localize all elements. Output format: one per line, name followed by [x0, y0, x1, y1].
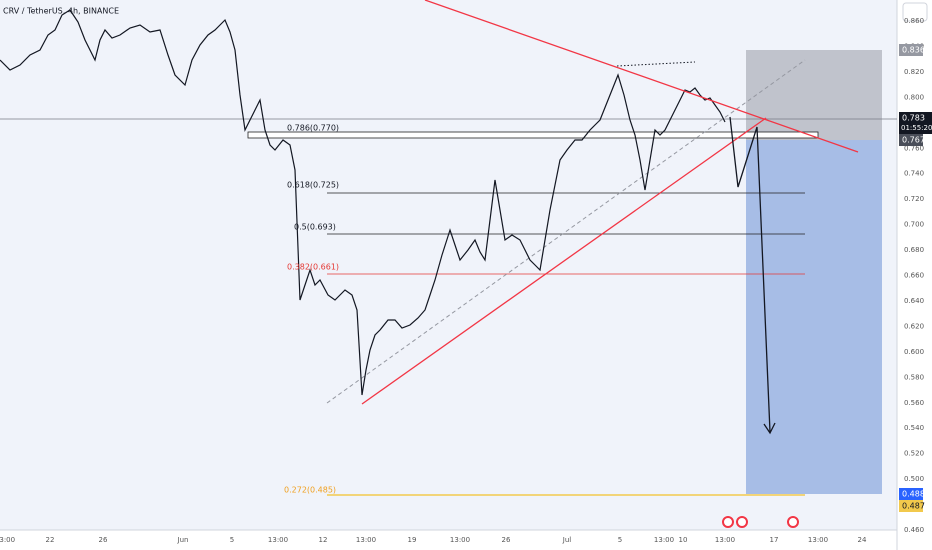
- time-axis-label: 13:00: [268, 536, 288, 544]
- time-axis-label: 13:00: [450, 536, 470, 544]
- time-axis-bg: [0, 530, 897, 550]
- axis-button[interactable]: [902, 2, 928, 22]
- price-axis-label: 0.800: [904, 93, 924, 101]
- countdown: 01:55:20: [901, 124, 932, 132]
- trend-line: [424, 0, 859, 153]
- price-series: [0, 9, 726, 396]
- target-zone: [746, 140, 882, 494]
- symbol-header: CRV / TetherUS, 4h, BINANCE: [3, 7, 119, 16]
- time-axis-label: 13:00: [356, 536, 376, 544]
- price-axis-label: 0.620: [904, 322, 924, 330]
- fib-label: 0.5(0.693): [294, 223, 336, 232]
- time-axis-label: 17: [770, 536, 779, 544]
- channel-line: [326, 59, 806, 404]
- price-axis-label: 0.580: [904, 373, 924, 381]
- price-tag-bg: [899, 112, 932, 134]
- price-axis-label: 0.460: [904, 526, 924, 534]
- price-tag: 0.836: [902, 46, 925, 55]
- time-axis-label: 13:00: [654, 536, 674, 544]
- fib-label: 0.272(0.485): [284, 486, 336, 495]
- price-tag: 0.783: [902, 114, 925, 123]
- price-axis-label: 0.860: [904, 17, 924, 25]
- profit-zone-top: [746, 50, 882, 140]
- price-tag-bg: [899, 488, 923, 500]
- time-axis-label: Jul: [562, 536, 572, 544]
- time-axis-label: Jun: [177, 536, 189, 544]
- price-axis-label: 0.720: [904, 195, 924, 203]
- trend-line: [361, 117, 767, 405]
- dotted-top: [616, 61, 696, 67]
- time-axis-label: 24: [858, 536, 867, 544]
- time-axis-label: 5: [230, 536, 234, 544]
- time-axis-label: 13:00: [808, 536, 828, 544]
- price-axis-label: 0.520: [904, 450, 924, 458]
- price-tag: 0.767: [902, 136, 925, 145]
- fib-label: 0.786(0.770): [287, 124, 339, 133]
- arrow-head: [763, 422, 776, 435]
- time-axis-label: 13:00: [715, 536, 735, 544]
- price-tag-bg: [899, 134, 923, 146]
- price-axis-label: 0.640: [904, 297, 924, 305]
- time-axis-label: 10: [679, 536, 688, 544]
- price-axis-label: 0.680: [904, 246, 924, 254]
- price-axis-bg: [897, 0, 932, 550]
- time-axis-label: 26: [502, 536, 511, 544]
- price-tag: 0.487: [902, 502, 925, 511]
- fib-label: 0.382(0.661): [287, 263, 339, 272]
- price-axis-label: 0.700: [904, 221, 924, 229]
- price-axis-label: 0.740: [904, 170, 924, 178]
- price-tag-bg: [899, 500, 923, 512]
- price-axis-label: 0.540: [904, 424, 924, 432]
- price-tag-bg: [899, 44, 923, 56]
- price-axis-label: 0.820: [904, 68, 924, 76]
- time-axis-label: 22: [46, 536, 55, 544]
- event-icon[interactable]: [722, 516, 734, 528]
- price-tag: 0.488: [902, 490, 925, 499]
- event-icon[interactable]: [787, 516, 799, 528]
- projection-arrow: [729, 116, 771, 433]
- price-axis-label: 0.560: [904, 399, 924, 407]
- price-axis-label: 0.600: [904, 348, 924, 356]
- price-axis-label: 0.500: [904, 475, 924, 483]
- fib-label: 0.618(0.725): [287, 181, 339, 190]
- price-axis-label: 0.660: [904, 272, 924, 280]
- time-axis-label: 12: [319, 536, 328, 544]
- fib-zone: [247, 131, 819, 139]
- event-icon[interactable]: [736, 516, 748, 528]
- time-axis-label: 5: [618, 536, 622, 544]
- time-axis-label: 13:00: [0, 536, 15, 544]
- time-axis-label: 19: [408, 536, 417, 544]
- time-axis-label: 26: [99, 536, 108, 544]
- price-axis-label: 0.760: [904, 144, 924, 152]
